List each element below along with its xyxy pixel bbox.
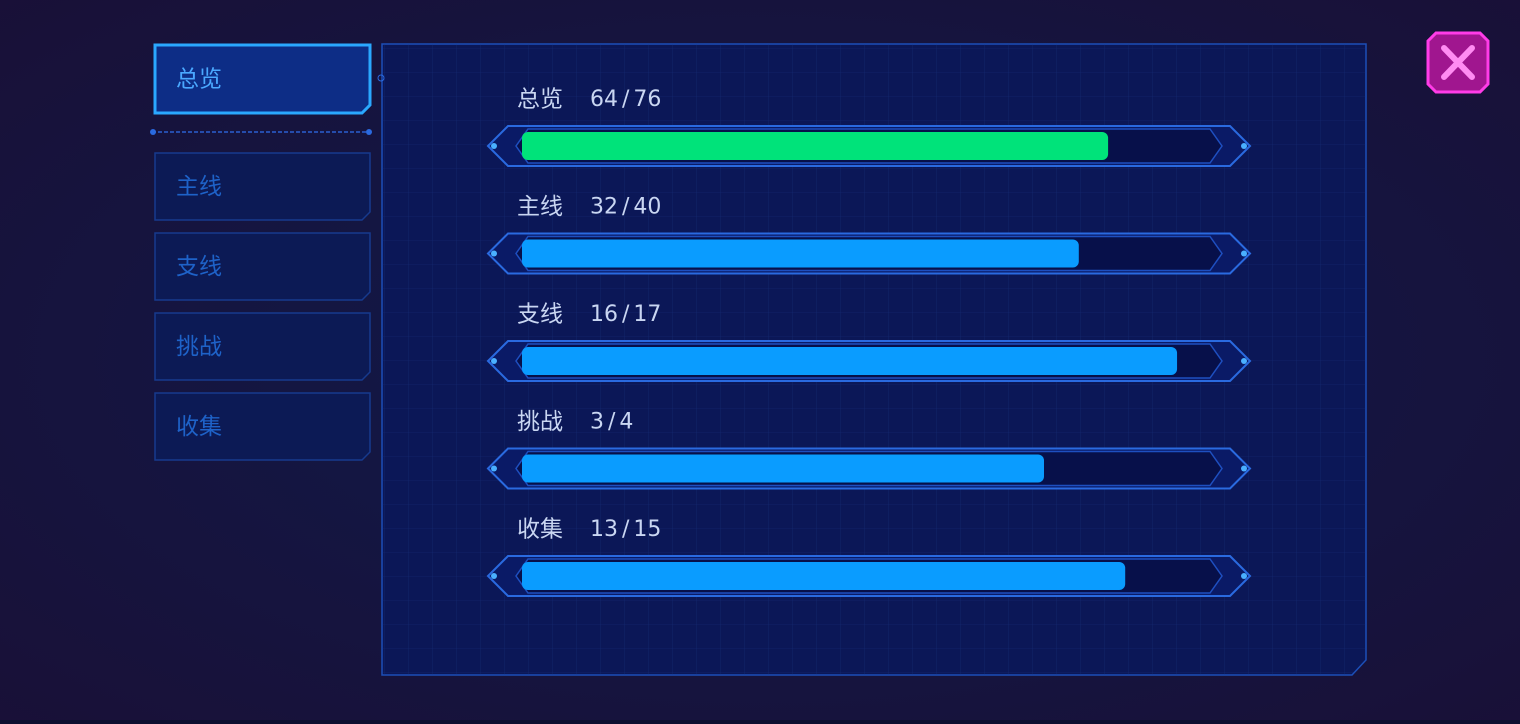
bar-node — [491, 143, 497, 149]
divider — [150, 129, 372, 135]
tab[interactable]: 收集 — [154, 392, 371, 461]
tab-label: 总览 — [176, 67, 222, 93]
tab[interactable]: 总览 — [153, 43, 372, 115]
bar-node — [491, 358, 497, 364]
progress-bar — [522, 132, 1109, 160]
row-label: 支线 — [517, 302, 563, 328]
count-separator: / — [622, 302, 630, 327]
count-done: 16 — [590, 302, 618, 327]
row-count: 16/17 — [590, 302, 661, 327]
tab-frame — [154, 392, 371, 461]
progress-row: 支线 16/17 — [486, 302, 1252, 382]
bar-node — [1241, 573, 1247, 579]
tab-label: 主线 — [176, 174, 222, 200]
count-separator: / — [622, 517, 630, 542]
row-count: 64/76 — [590, 87, 661, 112]
row-count: 32/40 — [590, 195, 661, 220]
bar-node — [1241, 250, 1247, 257]
bar-node — [491, 250, 497, 257]
bar-node — [491, 573, 497, 579]
count-total: 4 — [619, 410, 633, 435]
count-total: 76 — [633, 87, 661, 112]
progress-bar — [522, 347, 1178, 375]
count-done: 13 — [590, 517, 618, 542]
row-count: 3/4 — [590, 410, 633, 435]
tab-label: 收集 — [176, 414, 222, 440]
count-separator: / — [608, 410, 616, 435]
count-separator: / — [622, 195, 630, 220]
progress-row: 挑战 3/4 — [486, 409, 1252, 490]
tab-frame — [154, 232, 371, 301]
tab[interactable]: 挑战 — [154, 312, 371, 381]
bar-node — [1241, 465, 1247, 472]
count-total: 15 — [633, 517, 661, 542]
tab[interactable]: 主线 — [154, 152, 371, 221]
bar-node — [1241, 143, 1247, 149]
tab-frame — [154, 152, 371, 221]
count-total: 40 — [633, 195, 661, 220]
count-total: 17 — [633, 302, 661, 327]
row-label: 收集 — [517, 517, 563, 543]
count-done: 32 — [590, 195, 618, 220]
progress-bar — [522, 454, 1044, 483]
row-label: 挑战 — [517, 409, 563, 435]
row-label: 总览 — [517, 87, 563, 113]
bar-node — [491, 465, 497, 472]
progress-row: 总览 64/76 — [486, 87, 1252, 167]
count-done: 64 — [590, 87, 618, 112]
row-count: 13/15 — [590, 517, 661, 542]
tab-frame — [153, 43, 372, 115]
tab-label: 挑战 — [176, 334, 222, 360]
progress-bar — [522, 562, 1126, 590]
row-label: 主线 — [517, 194, 563, 220]
count-done: 3 — [590, 410, 604, 435]
progress-row: 主线 32/40 — [486, 194, 1252, 275]
count-separator: / — [622, 87, 630, 112]
tab[interactable]: 支线 — [154, 232, 371, 301]
tab-frame — [154, 312, 371, 381]
close-button[interactable] — [1426, 31, 1490, 94]
tab-label: 支线 — [176, 254, 222, 280]
progress-row: 收集 13/15 — [486, 517, 1252, 597]
progress-bar — [522, 239, 1079, 268]
bar-node — [1241, 358, 1247, 364]
